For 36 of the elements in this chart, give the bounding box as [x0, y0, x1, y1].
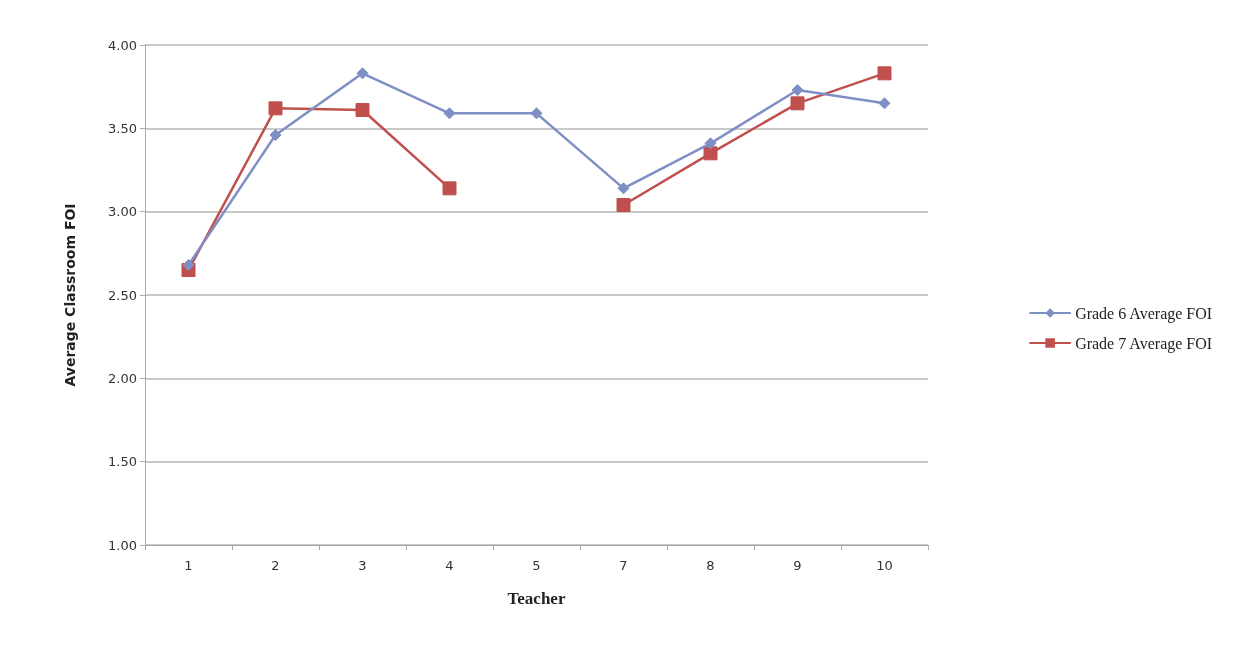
- point: [182, 259, 195, 271]
- point: [442, 181, 457, 196]
- y-tick-label: 4.00: [108, 37, 137, 53]
- point: [269, 129, 282, 141]
- x-axis-title: Teacher: [507, 589, 566, 608]
- x-tick-label: 3: [358, 558, 367, 573]
- point: [878, 97, 891, 110]
- point: [616, 198, 631, 212]
- x-tick-label: 8: [706, 558, 715, 573]
- legend-label: Grade 6 Average FOI: [1075, 304, 1213, 323]
- point: [877, 66, 892, 81]
- point: [703, 146, 718, 161]
- point: [356, 67, 369, 80]
- y-tick-label: 1.00: [108, 537, 137, 553]
- y-axis-title: Average Classroom FOI: [62, 203, 78, 387]
- x-tick-label: 10: [876, 558, 893, 573]
- point: [530, 107, 543, 120]
- x-tick-label: 7: [619, 558, 628, 573]
- point: [443, 107, 456, 120]
- point: [790, 96, 805, 111]
- point: [268, 101, 283, 116]
- point: [791, 84, 804, 96]
- point: [704, 137, 717, 150]
- point: [617, 182, 630, 195]
- y-tick-label: 1.50: [108, 454, 137, 470]
- x-tick-label: 4: [445, 558, 454, 573]
- x-tick-label: 2: [271, 558, 280, 573]
- y-tick-label: 3.00: [108, 204, 137, 220]
- y-tick-label: 2.50: [108, 287, 137, 303]
- x-tick-label: 5: [532, 558, 541, 573]
- y-tick-label: 2.00: [108, 370, 137, 386]
- x-tick-label: 9: [793, 558, 802, 573]
- legend-label: Grade 7 Average FOI: [1075, 334, 1213, 353]
- y-tick-label: 3.50: [108, 120, 137, 136]
- x-tick-label: 1: [184, 558, 193, 573]
- point: [355, 103, 370, 117]
